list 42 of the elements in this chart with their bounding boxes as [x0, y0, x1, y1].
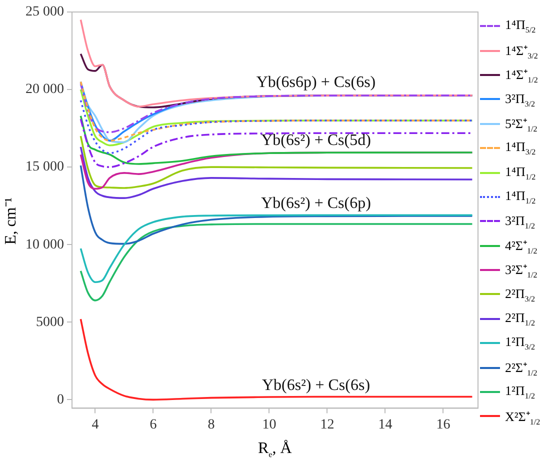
- y-tick-label: 0: [57, 392, 64, 408]
- annotation: Yb(6s²) + Cs(5d): [261, 132, 371, 149]
- x-tick-label: 16: [436, 417, 450, 432]
- legend-label: 1⁴Σ⁺$_{3/2}$: [505, 42, 538, 60]
- x-tick-label: 14: [378, 417, 392, 432]
- line-series: [80, 223, 474, 302]
- legend-label: 5²Σ⁺$_{1/2}$: [505, 114, 538, 134]
- legend-label: 1⁴Π$_{3/2}$: [505, 139, 536, 157]
- legend-label: 1⁴Π$_{1/2}$: [505, 164, 536, 182]
- y-axis-title: E, cm⁻¹: [2, 197, 21, 245]
- x-tick-label: 6: [150, 417, 157, 432]
- legend-label: X²Σ⁺$_{1/2}$: [505, 408, 540, 426]
- legend-label: 3²Σ⁺$_{1/2}$: [505, 261, 538, 280]
- x-axis-title: R$_{e}$, Å: [258, 440, 292, 460]
- legend-label: 3²Π$_{1/2}$: [505, 212, 536, 230]
- legend-label: 1²Π$_{3/2}$: [505, 334, 536, 352]
- y-tick-label: 15 000: [26, 160, 64, 175]
- y-tick-label: 25 000: [26, 4, 64, 20]
- legend-label: 2²Σ⁺$_{1/2}$: [505, 358, 538, 378]
- legend-label: 1⁴Π$_{5/2}$: [505, 17, 536, 35]
- x-tick-label: 10: [262, 417, 276, 432]
- legend-label: 1²Π$_{1/2}$: [505, 383, 536, 401]
- line-series: [80, 99, 474, 154]
- legend-label: 1⁴Π$_{1/2}$: [505, 188, 536, 206]
- annotation: Yb(6s²) + Cs(6s): [262, 377, 370, 394]
- annotation: Yb(6s²) + Cs(6p): [261, 195, 371, 212]
- x-tick-label: 8: [208, 417, 215, 432]
- y-tick-label: 5000: [36, 314, 64, 330]
- legend-label: 4²Σ⁺$_{1/2}$: [505, 236, 538, 256]
- legend-label: 1⁴Σ⁺$_{1/2}$: [505, 66, 538, 85]
- y-tick-label: 20 000: [26, 82, 64, 98]
- x-tick-label: 12: [320, 417, 334, 432]
- line-series: [80, 214, 474, 284]
- line-series: [80, 164, 474, 245]
- annotation: Yb(6s6p) + Cs(6s): [256, 74, 376, 91]
- legend-label: 2²Π$_{1/2}$: [505, 310, 536, 328]
- legend-label: 2²Π$_{3/2}$: [505, 286, 536, 304]
- legend-label: 3²Π$_{3/2}$: [505, 90, 536, 108]
- line-series: [80, 135, 474, 189]
- y-tick-label: 10 000: [26, 237, 64, 252]
- x-tick-label: 4: [92, 417, 99, 432]
- line-series: [80, 318, 474, 401]
